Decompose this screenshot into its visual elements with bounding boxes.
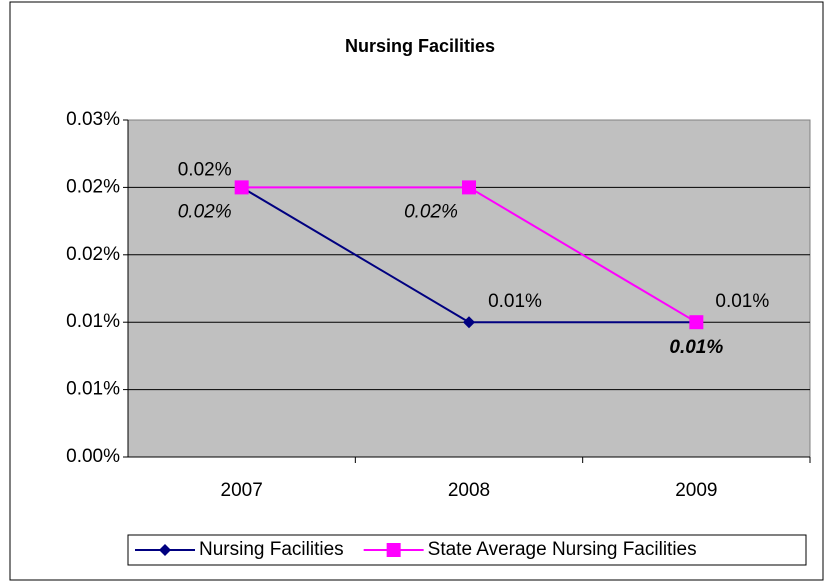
y-tick-label: 0.03% [66,109,120,130]
y-tick-label: 0.01% [66,311,120,332]
x-tick-label: 2007 [221,480,263,501]
x-tick-label: 2009 [675,480,717,501]
legend-label: State Average Nursing Facilities [428,539,697,560]
data-label: 0.01% [488,291,542,312]
data-label: 0.01% [715,291,769,312]
legend-label: Nursing Facilities [199,539,344,560]
data-label: 0.02% [178,159,232,180]
y-tick-label: 0.01% [66,379,120,400]
y-tick-label: 0.02% [66,176,120,197]
plot-area [127,119,811,458]
marker [462,180,476,195]
marker [159,544,171,556]
data-label: 0.02% [178,201,232,222]
data-label: 0.01% [669,337,723,358]
legend [127,534,807,566]
marker [234,180,249,195]
marker [689,315,704,330]
marker [386,543,401,557]
y-tick-label: 0.02% [66,244,120,265]
chart-title: Nursing Facilities [345,36,495,56]
marker [463,316,475,329]
x-tick-label: 2008 [448,480,490,501]
y-tick-label: 0.00% [66,446,120,467]
data-label: 0.02% [404,201,458,222]
